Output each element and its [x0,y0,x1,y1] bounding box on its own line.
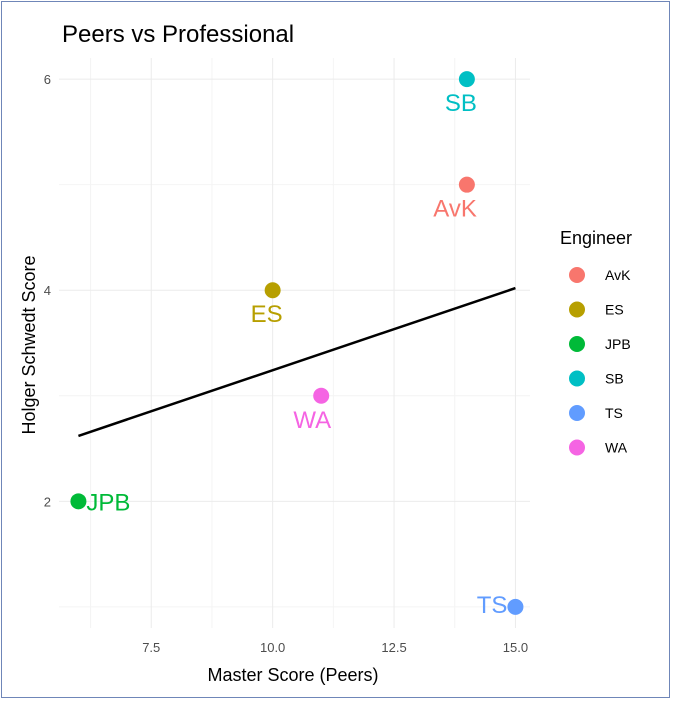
y-tick-label: 2 [44,494,51,509]
legend: AvK ES JPB SB TS WA [569,267,631,456]
legend-key-wa [569,439,585,456]
legend-title: Engineer [560,228,632,248]
data-point-wa [313,387,330,404]
y-tick-label: 4 [44,283,51,298]
data-point-avk [458,176,475,193]
legend-label-avk: AvK [605,267,631,283]
grid [59,58,530,628]
legend-key-avk [569,267,585,283]
x-tick-label: 12.5 [381,640,406,655]
axis-ticks: 7.5 10.0 12.5 15.0 2 4 6 [44,72,528,655]
data-point-es [264,282,281,299]
x-axis-title: Master Score (Peers) [207,665,378,685]
point-label-ts: TS [477,592,508,619]
legend-key-ts [569,405,585,421]
data-points: AvK ES JPB SB TS WA [70,71,524,619]
legend-label-sb: SB [605,371,624,387]
point-label-sb: SB [445,90,477,117]
legend-label-wa: WA [605,440,628,456]
y-axis-title: Holger Schwedt Score [19,255,39,434]
data-point-ts [507,598,524,615]
legend-key-jpb [569,336,585,352]
legend-key-sb [569,370,585,387]
point-label-wa: WA [293,407,331,434]
x-tick-label: 10.0 [260,640,285,655]
point-label-es: ES [251,301,283,328]
legend-label-jpb: JPB [605,336,631,352]
data-point-sb [458,71,475,88]
x-tick-label: 7.5 [142,640,160,655]
y-tick-label: 6 [44,72,51,87]
chart-title: Peers vs Professional [62,21,294,48]
data-point-jpb [70,493,87,510]
point-label-avk: AvK [433,196,477,223]
legend-key-es [569,301,585,318]
point-label-jpb: JPB [86,489,130,516]
regression-line [78,286,516,438]
legend-label-es: ES [605,302,624,318]
x-tick-label: 15.0 [503,640,528,655]
legend-label-ts: TS [605,405,623,421]
